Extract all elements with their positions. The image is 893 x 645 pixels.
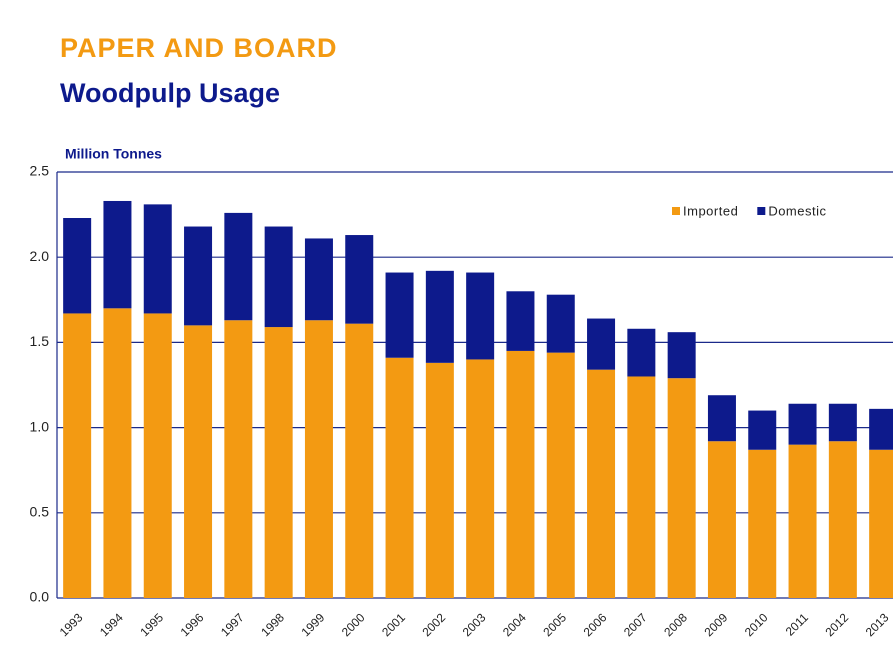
bar-segment (587, 369, 616, 598)
bar-segment (143, 204, 172, 314)
bar-segment (707, 395, 736, 442)
bar-segment (184, 325, 213, 598)
x-tick-label: 1995 (137, 610, 166, 639)
x-tick-label: 2004 (500, 610, 529, 639)
y-tick-label: 1.5 (30, 333, 50, 349)
x-tick-label: 2007 (621, 610, 650, 639)
y-axis-label: Million Tonnes (65, 146, 162, 162)
legend-label: Imported (683, 203, 738, 218)
bar-segment (385, 272, 414, 358)
x-tick-label: 2002 (419, 610, 448, 639)
x-tick-label: 2006 (581, 610, 610, 639)
bar-segment (506, 291, 535, 351)
y-tick-label: 0.0 (30, 589, 50, 605)
legend-label: Domestic (768, 203, 826, 218)
x-tick-label: 1994 (97, 610, 126, 639)
x-tick-label: 1997 (218, 610, 247, 639)
bar-segment (425, 270, 454, 363)
chart-subtitle: Woodpulp Usage (60, 78, 280, 108)
bar-segment (627, 328, 656, 377)
y-tick-label: 0.5 (30, 504, 50, 520)
bar-segment (184, 226, 213, 326)
legend-swatch (757, 207, 766, 215)
bar-segment (103, 308, 132, 598)
bar-segment (707, 441, 736, 598)
bar-segment (345, 235, 374, 324)
x-tick-label: 1999 (299, 610, 328, 639)
bar-segment (385, 357, 414, 598)
bar-segment (63, 313, 92, 598)
legend-swatch (672, 207, 680, 215)
bar-segment (667, 378, 696, 598)
bar-segment (345, 323, 374, 598)
x-tick-label: 2011 (783, 610, 811, 638)
x-tick-label: 2000 (339, 610, 368, 639)
bar-segment (667, 332, 696, 379)
x-tick-label: 1998 (258, 610, 287, 639)
x-tick-label: 2013 (863, 610, 892, 639)
bar-segment (264, 226, 293, 328)
bar-segment (103, 200, 132, 309)
y-tick-label: 2.5 (30, 163, 50, 179)
bar-segment (224, 320, 253, 598)
bar-segment (869, 408, 893, 450)
x-tick-label: 2003 (460, 610, 489, 639)
x-tick-label: 2010 (742, 610, 771, 639)
bar-segment (63, 218, 92, 314)
bar-segment (788, 403, 817, 445)
chart-title: PAPER AND BOARD (60, 33, 338, 63)
x-tick-label: 1996 (178, 610, 207, 639)
x-tick-label: 2012 (822, 610, 851, 639)
bar-segment (425, 362, 454, 598)
bar-segment (143, 313, 172, 598)
bar-segment (304, 320, 333, 598)
bar-segment (788, 444, 817, 598)
x-tick-label: 2005 (540, 610, 569, 639)
bar-segment (748, 449, 777, 598)
bar-segment (627, 376, 656, 598)
y-tick-label: 2.0 (30, 248, 50, 264)
y-tick-label: 1.0 (30, 418, 50, 434)
bar-segment (264, 327, 293, 598)
bar-segment (828, 441, 857, 598)
x-tick-label: 2001 (379, 610, 408, 639)
x-tick-label: 2009 (702, 610, 731, 639)
x-tick-label: 1993 (57, 610, 86, 639)
bar-segment (466, 359, 495, 598)
bar-segment (828, 403, 857, 442)
bar-segment (506, 350, 535, 598)
bar-segment (748, 410, 777, 450)
bar-segment (466, 272, 495, 360)
bar-segment (546, 352, 575, 598)
x-tick-label: 2008 (661, 610, 690, 639)
bar-segment (224, 212, 253, 321)
bar-segment (869, 449, 893, 598)
bar-segment (546, 294, 575, 353)
bar-segment (304, 238, 333, 321)
bar-segment (587, 318, 616, 370)
